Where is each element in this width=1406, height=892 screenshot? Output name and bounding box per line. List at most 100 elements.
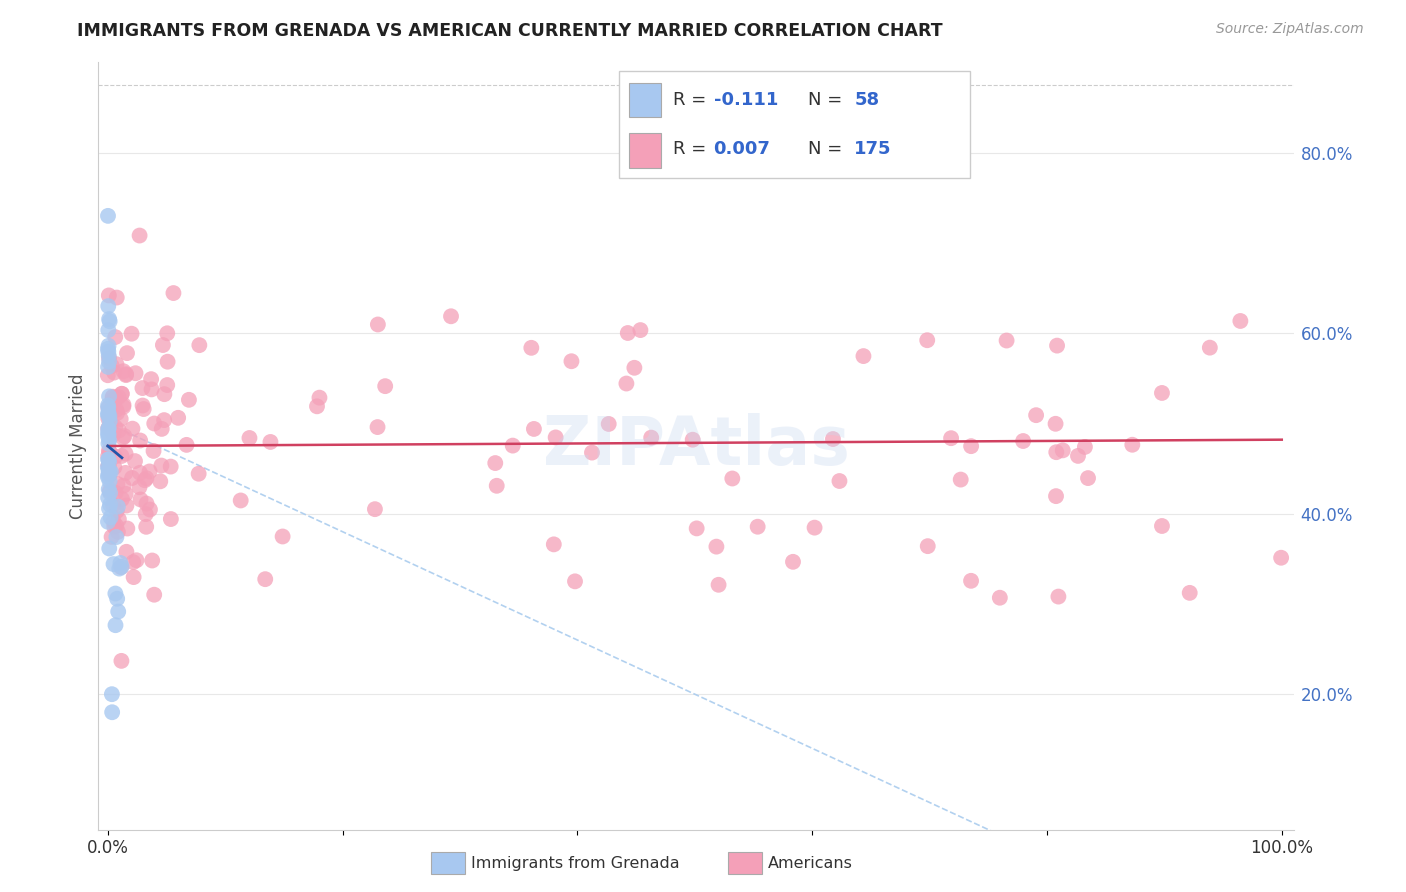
Point <box>110 560 132 574</box>
Point <box>128 228 150 243</box>
Point <box>915 333 938 347</box>
Point <box>97 323 120 337</box>
Text: 0.007: 0.007 <box>713 141 770 159</box>
Point <box>238 431 260 445</box>
Point <box>156 378 179 392</box>
Point <box>98 312 121 326</box>
Point <box>1012 434 1035 448</box>
Point <box>259 434 281 449</box>
Point <box>159 459 181 474</box>
Point <box>105 357 128 371</box>
Point <box>141 553 163 567</box>
Point <box>105 591 128 606</box>
Point <box>97 449 120 463</box>
Point <box>917 539 939 553</box>
Point <box>97 339 120 353</box>
Point <box>97 422 120 436</box>
Point <box>135 497 157 511</box>
Point <box>101 391 124 405</box>
Point <box>98 498 121 512</box>
Point <box>97 470 120 484</box>
Point <box>1150 386 1173 401</box>
Point <box>98 314 121 328</box>
Text: Americans: Americans <box>768 855 853 871</box>
Point <box>101 359 124 373</box>
Point <box>1047 590 1070 604</box>
Point <box>103 427 125 442</box>
Point <box>543 537 565 551</box>
Point <box>115 499 138 513</box>
Point <box>107 605 129 619</box>
Point <box>124 366 146 380</box>
Point <box>995 334 1018 348</box>
Point <box>367 318 389 332</box>
Point <box>97 515 120 529</box>
Point <box>988 591 1011 605</box>
Point <box>1045 489 1067 503</box>
Point <box>139 502 162 516</box>
Point <box>97 209 120 223</box>
Point <box>1025 408 1047 422</box>
Point <box>143 417 166 431</box>
Point <box>821 432 844 446</box>
Point <box>98 474 121 488</box>
Y-axis label: Currently Married: Currently Married <box>69 373 87 519</box>
Point <box>150 422 173 436</box>
Point <box>152 338 174 352</box>
Point <box>97 401 120 415</box>
Point <box>149 475 172 489</box>
Point <box>156 326 179 341</box>
Point <box>107 476 129 491</box>
Point <box>103 557 125 571</box>
Point <box>187 467 209 481</box>
Point <box>485 479 508 493</box>
Point <box>108 561 131 575</box>
Point <box>104 486 127 500</box>
Point <box>100 510 122 524</box>
Point <box>1229 314 1251 328</box>
Point <box>98 444 121 458</box>
Point <box>101 705 124 719</box>
Point <box>101 392 124 407</box>
Text: ZIPAtlas: ZIPAtlas <box>543 413 849 479</box>
Point <box>97 452 120 467</box>
Point <box>97 491 120 505</box>
Point <box>640 431 662 445</box>
Point <box>97 405 120 419</box>
Point <box>98 409 121 423</box>
Point <box>105 530 128 544</box>
Point <box>150 458 173 473</box>
Point <box>560 354 582 368</box>
Point <box>108 424 131 438</box>
Text: 175: 175 <box>855 141 891 159</box>
Point <box>103 520 125 534</box>
Point <box>129 434 152 448</box>
Point <box>125 553 148 567</box>
Point <box>367 420 389 434</box>
Point <box>581 445 603 459</box>
Point <box>111 386 134 401</box>
Point <box>115 367 138 381</box>
Point <box>1052 443 1074 458</box>
Point <box>721 471 744 485</box>
Point <box>103 515 125 529</box>
Point <box>97 458 120 473</box>
Point <box>852 349 875 363</box>
Point <box>97 398 120 412</box>
Point <box>1121 438 1143 452</box>
Point <box>100 465 122 479</box>
Point <box>97 368 120 383</box>
Point <box>685 521 707 535</box>
Point <box>623 360 645 375</box>
Point <box>98 389 121 403</box>
Point <box>1270 550 1292 565</box>
Point <box>110 556 132 570</box>
Point <box>97 359 120 374</box>
Point <box>97 411 120 425</box>
Point <box>1074 440 1097 454</box>
Text: Immigrants from Grenada: Immigrants from Grenada <box>471 855 679 871</box>
Point <box>98 501 121 516</box>
Text: N =: N = <box>808 141 848 159</box>
Point <box>98 484 121 499</box>
Bar <box>630 134 661 168</box>
